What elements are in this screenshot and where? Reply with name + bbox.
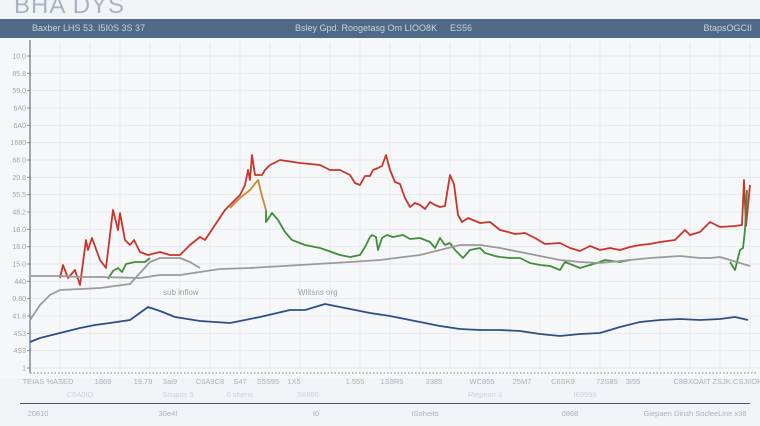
x-tick-label: C6SK9 (551, 377, 575, 386)
x-sub-label: I69999 (573, 390, 597, 399)
y-tick-label: 1 (22, 366, 26, 373)
y-tick-label: 18.0 (12, 244, 26, 251)
y-tick-label: 68.0 (12, 158, 26, 165)
x-tick-label: WC855 (469, 377, 495, 386)
header-left-text: Baxber LHS 53. I5I0S 3S 37 (32, 23, 146, 33)
annotation: Wlitsns org (298, 288, 338, 297)
x-tick-label: 19.79 (133, 377, 153, 386)
series-line (229, 179, 267, 211)
y-tick-label: 10.0 (12, 54, 26, 61)
series-line (29, 303, 749, 343)
x-sub-label: Scupos 5 (162, 390, 194, 399)
x-tick-label: 3ai9 (162, 377, 178, 386)
x-tick-label: 1S9R5 (380, 377, 404, 386)
x-sub-label: 0 sheno (226, 390, 254, 399)
x-tick-label: S47 (233, 377, 247, 386)
series-line (107, 257, 151, 280)
y-tick-label: 6A0 (14, 106, 27, 113)
header-right-text: BtapsOGCII (703, 23, 752, 33)
y-tick-label: 6A0 (14, 123, 27, 130)
x-tick-label: 1X5 (287, 377, 301, 386)
bottom-label: I0 (312, 409, 320, 418)
header-mid-text: Bsley Gpd. Roogetasg Om LIOO8K (295, 23, 438, 33)
y-tick-label: 48.2 (12, 210, 26, 217)
x-tick-label: 1869 (94, 377, 112, 386)
x-tick-label: 1.555 (345, 377, 365, 386)
x-tick-label: C6A9C8 (195, 377, 225, 386)
bottom-label: Giepaen Dinsh SocleeLine x36 (643, 409, 747, 418)
page-title: BHA DYS (14, 0, 126, 19)
y-tick-label: 1680 (10, 140, 26, 147)
y-tick-label: 85.8 (12, 71, 26, 78)
y-tick-label: 20.8 (12, 175, 26, 182)
x-tick-label: 25M7 (512, 377, 532, 386)
bottom-axis-line (20, 403, 750, 404)
series-line (59, 154, 751, 286)
header-mid2-text: ES56 (450, 23, 473, 33)
x-tick-label: 72S85 (596, 377, 618, 386)
series-line (30, 244, 751, 279)
annotation: sub inflow (163, 288, 199, 297)
series-line (29, 257, 201, 321)
y-tick-label: 4S3 (14, 331, 27, 338)
y-tick-label: 55.5 (12, 192, 26, 199)
x-tick-label: 3I55 (625, 377, 641, 386)
y-tick-label: 18.0 (12, 227, 26, 234)
y-tick-label: 4S3 (14, 348, 27, 355)
bottom-label: ISoheits (411, 409, 439, 418)
x-sub-label: Riepeon 3 (467, 390, 503, 399)
y-tick-label: 440 (14, 279, 26, 286)
y-tick-label: 15.0 (12, 262, 26, 269)
x-tick-label: S5S95 (256, 377, 280, 386)
y-tick-label: 0.80 (12, 296, 26, 303)
bottom-label: 20810 (27, 409, 49, 418)
y-tick-label: 41.8 (12, 314, 26, 321)
series-line (729, 189, 748, 271)
x-tick-label: C8BXOAIT ZSJK.CSJIIOH (673, 377, 760, 386)
x-tick-label: 3385 (425, 377, 443, 386)
x-tick-label: TEIAS %ASED (22, 377, 74, 386)
x-sub-label: C6A0IO (66, 390, 94, 399)
header-bar: Baxber LHS 53. I5I0S 3S 37 Bsley Gpd. Ro… (0, 19, 760, 38)
y-tick-label: 59.0 (12, 88, 26, 95)
bottom-label: 30e4I (158, 409, 178, 418)
x-sub-label: S6880 (297, 390, 319, 399)
bottom-label: 0868 (561, 409, 579, 418)
series-line (265, 210, 631, 271)
